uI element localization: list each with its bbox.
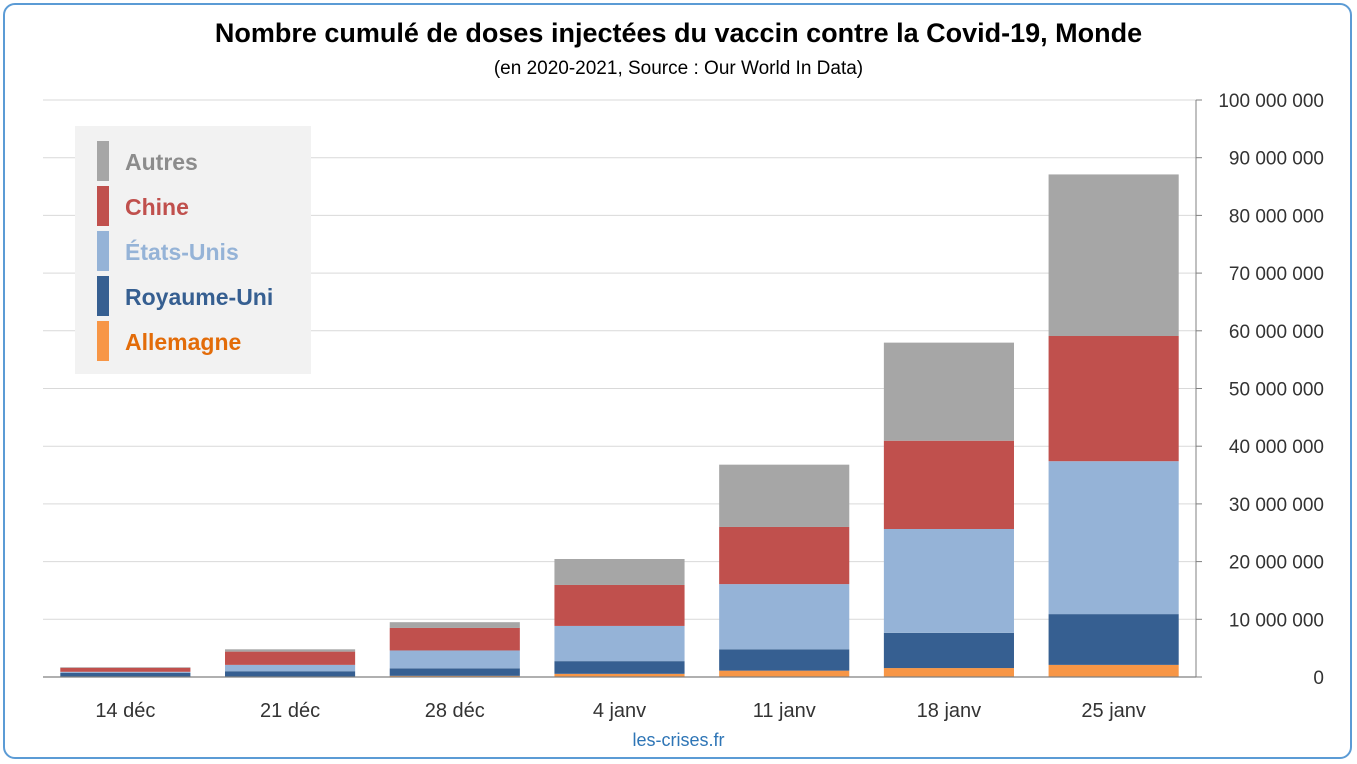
y-tick-label: 30 000 000 — [1229, 495, 1324, 516]
bar-segment — [554, 584, 685, 626]
bar-segment — [389, 668, 520, 676]
bar-segment — [719, 526, 850, 585]
bar-segment — [554, 661, 685, 674]
bar-segment — [225, 649, 356, 652]
bar-segment — [60, 671, 191, 673]
bar-segment — [225, 664, 356, 672]
y-tick-label: 50 000 000 — [1229, 380, 1324, 401]
legend-label: Chine — [125, 194, 189, 220]
x-tick-label: 11 janv — [753, 700, 816, 722]
bar-segment — [1048, 461, 1179, 615]
x-tick-label: 4 janv — [593, 700, 646, 722]
bar-segment — [1048, 335, 1179, 462]
legend-swatch — [97, 186, 109, 226]
x-tick-label: 14 déc — [95, 700, 155, 722]
bar-segment — [60, 667, 191, 672]
chart-legend: Autres Chine États-Unis Royaume-Uni Allemagn… — [75, 126, 311, 374]
bar-segment — [389, 650, 520, 669]
y-tick-label: 0 — [1313, 668, 1324, 689]
bar-segment — [1048, 664, 1179, 677]
y-tick-label: 10 000 000 — [1229, 610, 1324, 631]
legend-swatch — [97, 276, 109, 316]
legend-label: Autres — [125, 149, 198, 175]
y-tick-label: 100 000 000 — [1218, 91, 1324, 112]
bar-segment — [883, 440, 1014, 529]
legend-swatch — [97, 321, 109, 361]
y-tick-label: 90 000 000 — [1229, 149, 1324, 170]
legend-label: États-Unis — [125, 239, 239, 265]
bar-segment — [554, 625, 685, 662]
y-tick-label: 20 000 000 — [1229, 553, 1324, 574]
x-tick-label: 28 déc — [425, 700, 485, 722]
bar-segment — [883, 668, 1014, 677]
bar-segment — [883, 632, 1014, 669]
bar-segment — [883, 342, 1014, 441]
bar-segment — [225, 671, 356, 677]
bar-segment — [389, 622, 520, 628]
legend-swatch — [97, 141, 109, 181]
chart-title: Nombre cumulé de doses injectées du vacc… — [214, 18, 1143, 48]
bar-segment — [719, 670, 850, 677]
bar-segment — [225, 651, 356, 665]
bar-segment — [554, 559, 685, 585]
bar-segment — [719, 464, 850, 527]
y-tick-label: 40 000 000 — [1229, 437, 1324, 458]
bar-segment — [1048, 174, 1179, 336]
chart-subtitle: (en 2020-2021, Source : Our World In Dat… — [493, 58, 864, 79]
bar-segment — [60, 667, 191, 668]
x-tick-label: 25 janv — [1081, 700, 1146, 722]
bar-segment — [719, 649, 850, 671]
y-tick-label: 70 000 000 — [1229, 264, 1324, 285]
x-tick-label: 21 déc — [260, 700, 320, 722]
y-tick-label: 60 000 000 — [1229, 322, 1324, 343]
bar-segment — [389, 627, 520, 651]
footer-source: les-crises.fr — [632, 730, 725, 750]
legend-label: Royaume-Uni — [125, 284, 274, 310]
legend-swatch — [97, 231, 109, 271]
bar-segment — [1048, 614, 1179, 665]
bar-segment — [883, 528, 1014, 633]
legend-label: Allemagne — [125, 329, 242, 355]
y-tick-label: 80 000 000 — [1229, 206, 1324, 227]
bar-segment — [60, 672, 191, 677]
x-tick-label: 18 janv — [917, 700, 982, 722]
bar-segment — [719, 584, 850, 650]
bar-segment — [554, 673, 685, 677]
